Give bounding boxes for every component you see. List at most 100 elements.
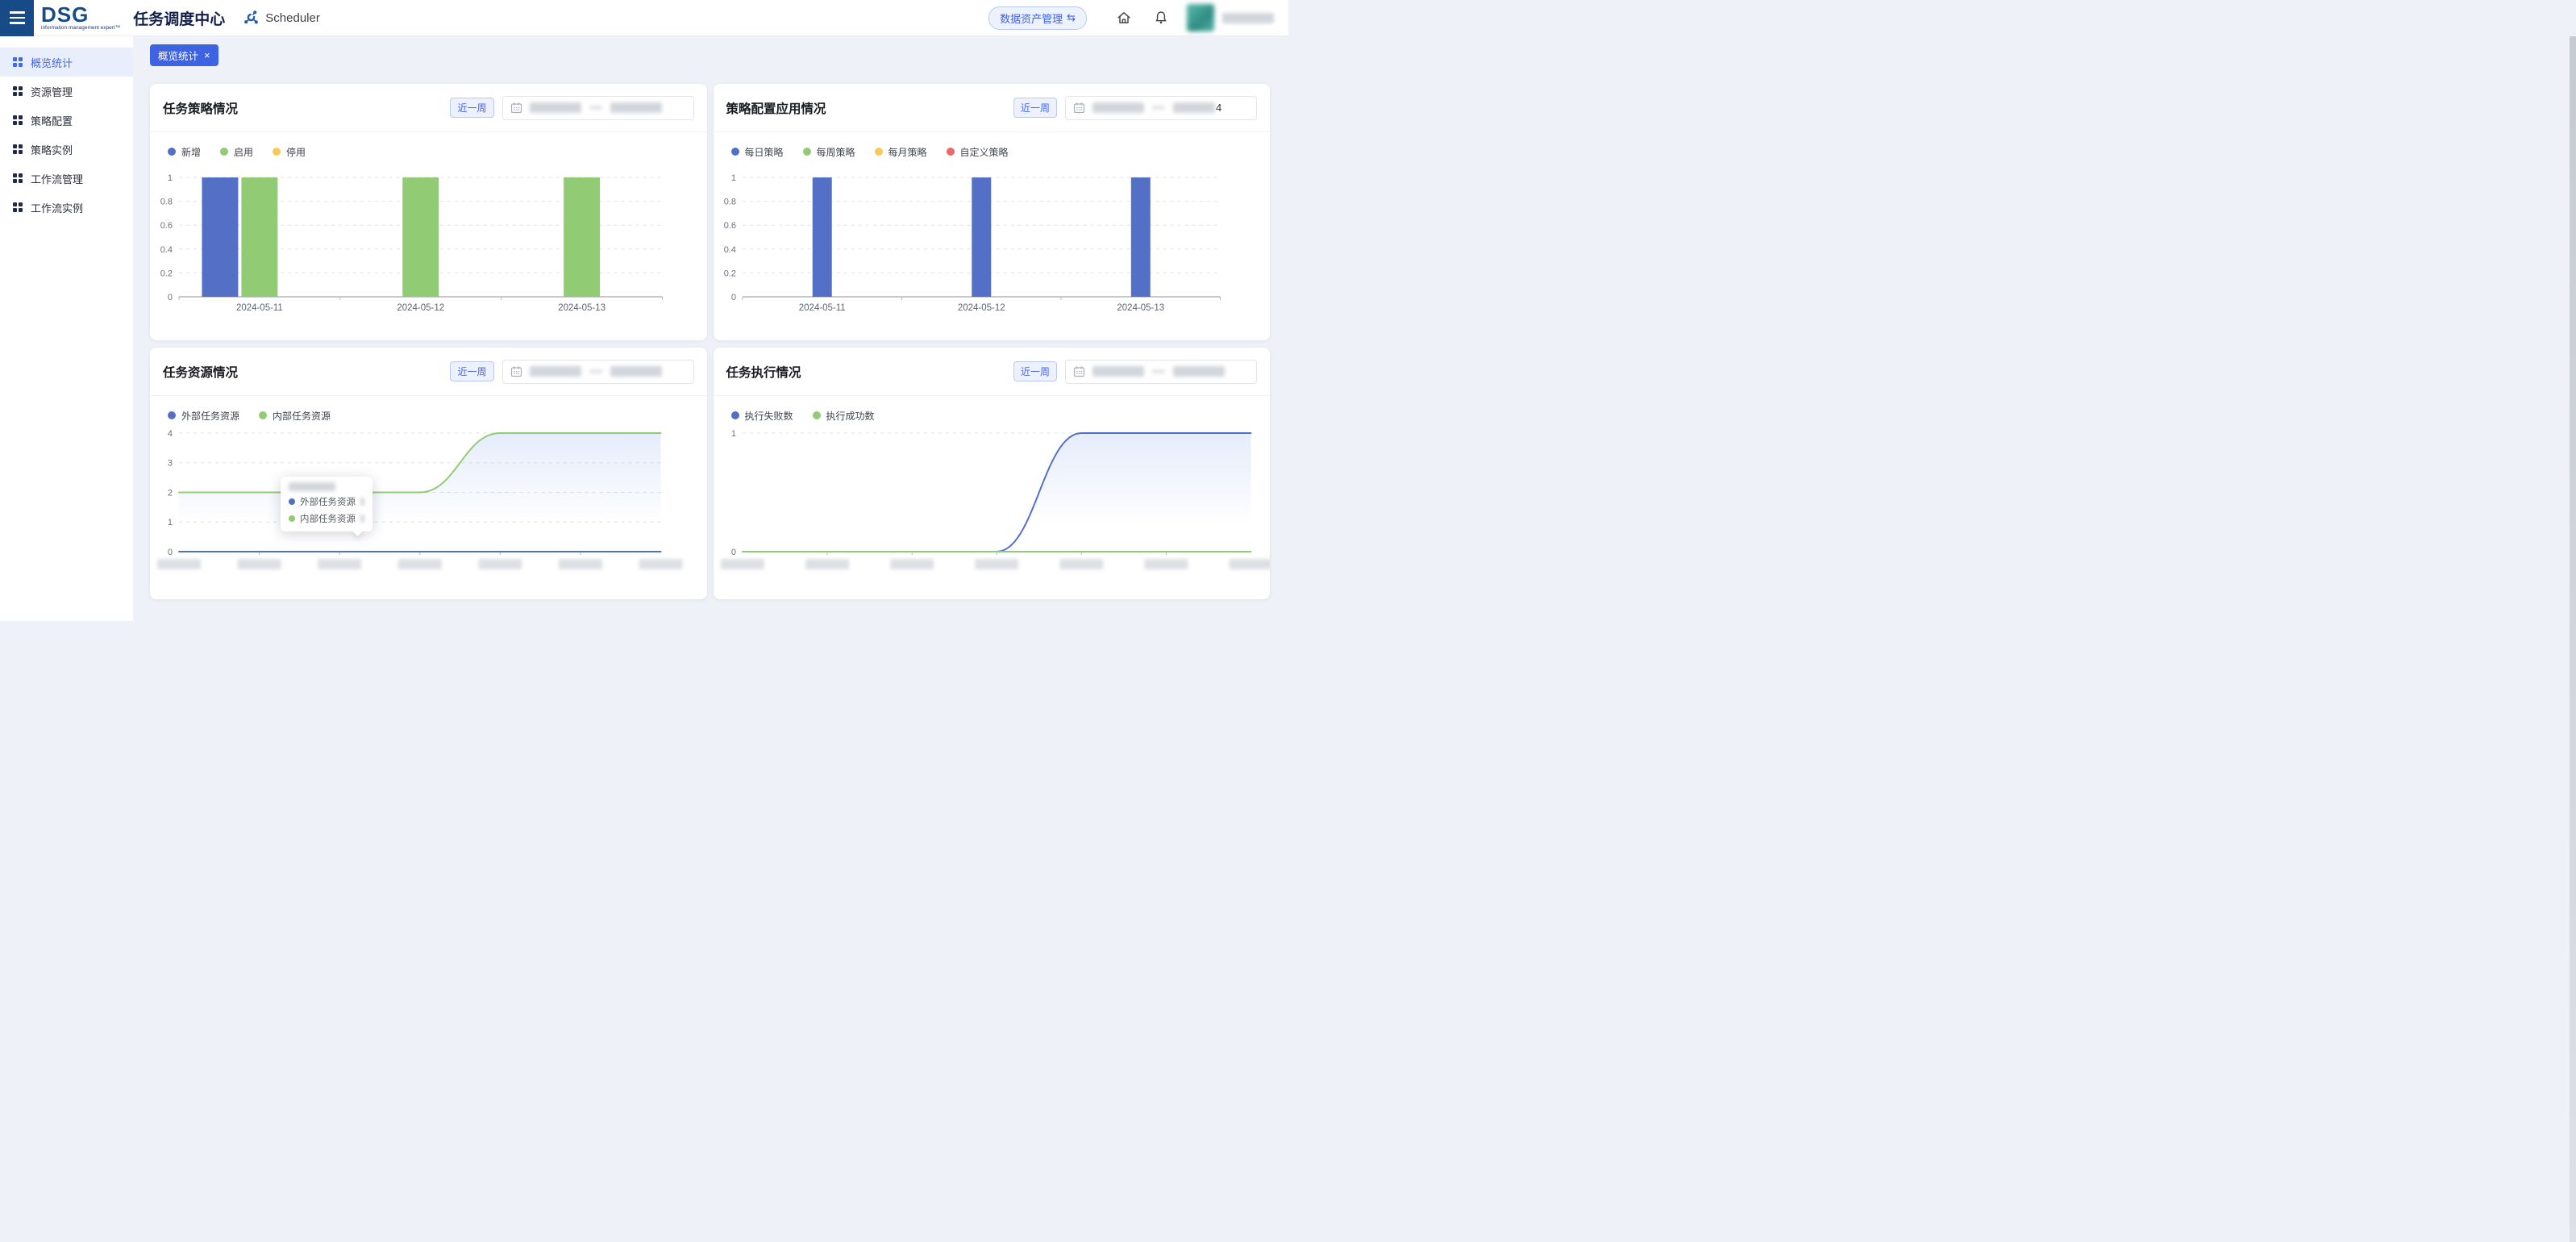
legend-item-执行成功数[interactable]: 执行成功数 bbox=[812, 409, 875, 423]
svg-text:0: 0 bbox=[168, 293, 173, 302]
card-task-strategy: 任务策略情况 近一周 新增 启用 停用 0 0.2 0.4 0.6 0.8 1 2024-05-… bbox=[150, 84, 707, 340]
range-last-week-button[interactable]: 近一周 bbox=[450, 361, 494, 381]
start-date-redacted bbox=[529, 366, 581, 377]
legend-dot bbox=[259, 411, 268, 419]
svg-text:1: 1 bbox=[168, 173, 173, 183]
tooltip-date-redacted bbox=[289, 482, 335, 491]
logo-tagline: information management expert™ bbox=[41, 25, 121, 31]
end-date-redacted bbox=[610, 366, 662, 377]
range-last-week-button[interactable]: 近一周 bbox=[450, 98, 494, 118]
home-icon[interactable] bbox=[1116, 10, 1132, 26]
legend-item-每周策略[interactable]: 每周策略 bbox=[802, 145, 855, 159]
grid-menu-icon bbox=[13, 86, 23, 96]
sidebar-item-策略配置[interactable]: 策略配置 bbox=[0, 106, 133, 135]
svg-text:2024-05-12: 2024-05-12 bbox=[397, 303, 444, 313]
svg-text:0.8: 0.8 bbox=[723, 198, 735, 207]
legend-label: 内部任务资源 bbox=[273, 410, 331, 422]
svg-text:0.6: 0.6 bbox=[723, 221, 735, 231]
sidebar-item-label: 资源管理 bbox=[31, 85, 73, 98]
legend-label: 每周策略 bbox=[816, 146, 855, 158]
sidebar-item-工作流实例[interactable]: 工作流实例 bbox=[0, 193, 133, 222]
svg-text:0.8: 0.8 bbox=[160, 198, 173, 207]
card-strategy-config: 策略配置应用情况 近一周 4 每日策略 每周策略 每月策略 自定义策略 0 0.2 0.4… bbox=[713, 84, 1271, 340]
date-separator-redacted bbox=[589, 106, 602, 110]
legend-dot bbox=[730, 411, 739, 419]
switch-arrows-icon: ⇆ bbox=[1067, 11, 1076, 23]
legend-item-内部任务资源[interactable]: 内部任务资源 bbox=[259, 409, 331, 423]
svg-text:2024-05-13: 2024-05-13 bbox=[558, 303, 606, 313]
chart-legend: 外部任务资源 内部任务资源 bbox=[150, 396, 707, 423]
sidebar-item-label: 策略配置 bbox=[31, 115, 73, 127]
line-chart-task-execution[interactable]: 01 bbox=[714, 423, 1271, 599]
legend-item-每日策略[interactable]: 每日策略 bbox=[730, 145, 784, 159]
grid-menu-icon bbox=[13, 57, 23, 67]
tooltip-value-redacted bbox=[360, 515, 364, 523]
tooltip-series-dot bbox=[289, 498, 295, 505]
range-last-week-button[interactable]: 近一周 bbox=[1013, 361, 1057, 381]
hamburger-icon bbox=[9, 11, 25, 14]
bar-chart-task-strategy[interactable]: 0 0.2 0.4 0.6 0.8 1 2024-05-11 2024-05-12 2024-0… bbox=[150, 160, 707, 340]
date-separator-redacted bbox=[1152, 106, 1165, 110]
end-date-visible-digit: 4 bbox=[1216, 102, 1222, 114]
svg-text:1: 1 bbox=[168, 518, 173, 527]
legend-item-自定义策略[interactable]: 自定义策略 bbox=[946, 145, 1009, 159]
tab-close-icon[interactable]: × bbox=[204, 49, 210, 61]
line-chart-task-resource[interactable]: 0 1 2 3 4 bbox=[150, 423, 707, 599]
dashboard-grid: 任务策略情况 近一周 新增 启用 停用 0 0.2 0.4 0.6 0.8 1 2024-05-… bbox=[150, 84, 1270, 599]
date-range-picker[interactable] bbox=[1065, 359, 1257, 384]
legend-item-每月策略[interactable]: 每月策略 bbox=[874, 145, 927, 159]
tab-overview-statistics[interactable]: 概览统计 × bbox=[150, 44, 218, 66]
chart-legend: 每日策略 每周策略 每月策略 自定义策略 bbox=[714, 132, 1271, 160]
calendar-icon bbox=[1073, 102, 1085, 114]
legend-item-停用[interactable]: 停用 bbox=[273, 145, 306, 159]
range-last-week-button[interactable]: 近一周 bbox=[1013, 98, 1057, 118]
grid-menu-icon bbox=[13, 202, 23, 212]
sidebar-item-label: 概览统计 bbox=[31, 56, 73, 69]
svg-text:0.2: 0.2 bbox=[160, 269, 173, 278]
svg-text:2024-05-13: 2024-05-13 bbox=[1117, 303, 1164, 313]
data-asset-management-button[interactable]: 数据资产管理 ⇆ bbox=[988, 6, 1087, 30]
end-date-redacted bbox=[610, 102, 662, 113]
legend-item-新增[interactable]: 新增 bbox=[168, 145, 201, 159]
user-avatar[interactable] bbox=[1187, 4, 1214, 31]
sidebar-item-策略实例[interactable]: 策略实例 bbox=[0, 135, 133, 164]
legend-item-启用[interactable]: 启用 bbox=[220, 145, 253, 159]
legend-label: 每月策略 bbox=[888, 146, 927, 158]
logo-text: DSG bbox=[41, 2, 89, 27]
sidebar-item-工作流管理[interactable]: 工作流管理 bbox=[0, 164, 133, 193]
end-date-redacted bbox=[1173, 366, 1225, 377]
date-range-picker[interactable] bbox=[501, 95, 694, 120]
legend-dot bbox=[168, 411, 176, 419]
scheduler-badge: Scheduler bbox=[243, 9, 320, 27]
date-range-picker[interactable]: 4 bbox=[1065, 95, 1257, 120]
calendar-icon bbox=[510, 102, 522, 114]
scheduler-label: Scheduler bbox=[265, 10, 320, 25]
bar-chart-strategy-config[interactable]: 0 0.2 0.4 0.6 0.8 1 2024-05-11 2024-05-12 2024-0… bbox=[714, 160, 1271, 340]
svg-text:2024-05-12: 2024-05-12 bbox=[957, 303, 1005, 313]
dsg-logo: DSG information management expert™ bbox=[41, 4, 120, 31]
legend-dot bbox=[273, 148, 281, 156]
card-title: 策略配置应用情况 bbox=[726, 102, 826, 116]
tab-label: 概览统计 bbox=[158, 51, 199, 62]
scheduler-node-icon bbox=[244, 10, 259, 24]
legend-item-外部任务资源[interactable]: 外部任务资源 bbox=[168, 409, 239, 423]
legend-label: 停用 bbox=[286, 146, 306, 158]
legend-item-执行失败数[interactable]: 执行失败数 bbox=[730, 409, 793, 423]
username-redacted[interactable] bbox=[1222, 12, 1274, 23]
notifications-bell-icon[interactable] bbox=[1153, 10, 1169, 26]
sidebar-item-资源管理[interactable]: 资源管理 bbox=[0, 77, 133, 106]
sidebar-item-label: 策略实例 bbox=[31, 144, 73, 156]
svg-text:2: 2 bbox=[168, 488, 173, 498]
page-scrollbar[interactable] bbox=[2570, 36, 2576, 1242]
svg-text:0.4: 0.4 bbox=[160, 245, 173, 255]
card-title: 任务策略情况 bbox=[163, 102, 239, 116]
legend-dot bbox=[168, 148, 176, 156]
sidebar-item-概览统计[interactable]: 概览统计 bbox=[0, 48, 133, 77]
svg-text:4: 4 bbox=[168, 429, 173, 439]
svg-text:2024-05-11: 2024-05-11 bbox=[798, 303, 845, 313]
date-range-picker[interactable] bbox=[501, 359, 694, 384]
svg-text:2024-05-11: 2024-05-11 bbox=[236, 303, 283, 313]
tooltip-series-dot bbox=[289, 515, 295, 522]
hamburger-menu-button[interactable] bbox=[0, 0, 34, 36]
legend-label: 执行成功数 bbox=[826, 410, 875, 422]
